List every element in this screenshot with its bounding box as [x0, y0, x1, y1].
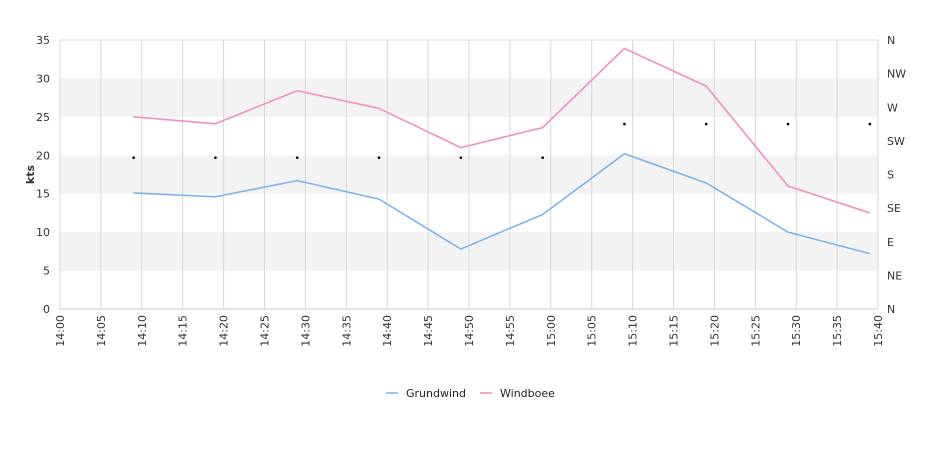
direction-marker: [214, 156, 217, 159]
x-tick-label: 14:15: [177, 315, 190, 347]
y2-tick-label: NE: [887, 269, 902, 282]
y2-tick-label: NW: [887, 68, 906, 81]
y-tick-label: 20: [36, 149, 50, 162]
legend: Grundwind Windboee: [386, 387, 555, 400]
x-tick-label: 15:20: [708, 315, 721, 347]
legend-label-grundwind: Grundwind: [406, 387, 466, 400]
series-line-grundwind: [133, 152, 871, 255]
y2-tick-label: E: [887, 236, 894, 249]
direction-marker: [459, 156, 463, 159]
direction-marker: [541, 156, 544, 159]
y-tick-label: 5: [43, 265, 50, 278]
y-axis-ticks: 0 5 10 15 20 25 30 35: [36, 34, 50, 316]
y2-axis-ticks: N NE E SE S SW W NW N: [887, 34, 906, 316]
axes: [60, 39, 878, 310]
y2-tick-label: W: [887, 101, 898, 114]
vertical-gridlines: [59, 40, 879, 309]
x-tick-label: 15:10: [627, 315, 640, 347]
x-tick-label: 14:55: [504, 315, 517, 347]
series-line-windboee: [133, 47, 871, 214]
y2-tick-label: N: [887, 34, 895, 47]
y-tick-label: 15: [36, 188, 50, 201]
y-tick-label: 0: [43, 303, 50, 316]
direction-marker: [623, 122, 626, 126]
direction-marker: [132, 156, 135, 159]
x-tick-label: 14:00: [54, 315, 67, 347]
x-tick-label: 14:50: [463, 315, 476, 347]
x-axis-ticks: 14:00 14:05 14:10 14:15 14:20 14:25 14:30 14:35…: [54, 315, 885, 347]
x-tick-label: 15:40: [872, 315, 885, 347]
y2-tick-label: SE: [887, 202, 901, 215]
y-tick-label: 10: [36, 226, 50, 239]
x-tick-label: 15:35: [831, 315, 844, 347]
x-tick-label: 14:25: [259, 315, 272, 347]
y-axis-title: kts: [24, 164, 37, 184]
x-tick-label: 15:25: [749, 315, 762, 347]
y2-tick-label: SW: [887, 135, 905, 148]
x-tick-label: 14:40: [381, 315, 394, 347]
y2-tick-label: N: [887, 303, 895, 316]
x-tick-label: 14:10: [136, 315, 149, 347]
direction-marker: [377, 156, 381, 159]
y-tick-label: 30: [36, 72, 50, 85]
direction-marker: [786, 122, 790, 126]
x-tick-label: 15:30: [790, 315, 803, 347]
y-tick-label: 25: [36, 111, 50, 124]
series-lines: [133, 47, 871, 255]
x-tick-label: 15:00: [545, 315, 558, 347]
legend-label-windboee: Windboee: [500, 387, 555, 400]
y-tick-label: 35: [36, 34, 50, 47]
x-tick-label: 14:30: [299, 315, 312, 347]
direction-marker: [295, 156, 299, 159]
x-tick-label: 14:20: [218, 315, 231, 347]
direction-marker: [704, 122, 708, 126]
x-tick-label: 14:05: [95, 315, 108, 347]
x-tick-label: 15:15: [668, 315, 681, 347]
x-tick-label: 15:05: [586, 315, 599, 347]
direction-markers: [132, 122, 872, 159]
x-tick-label: 14:35: [340, 315, 353, 347]
y2-tick-label: S: [887, 169, 894, 182]
direction-marker: [868, 122, 872, 126]
x-tick-label: 14:45: [422, 315, 435, 347]
